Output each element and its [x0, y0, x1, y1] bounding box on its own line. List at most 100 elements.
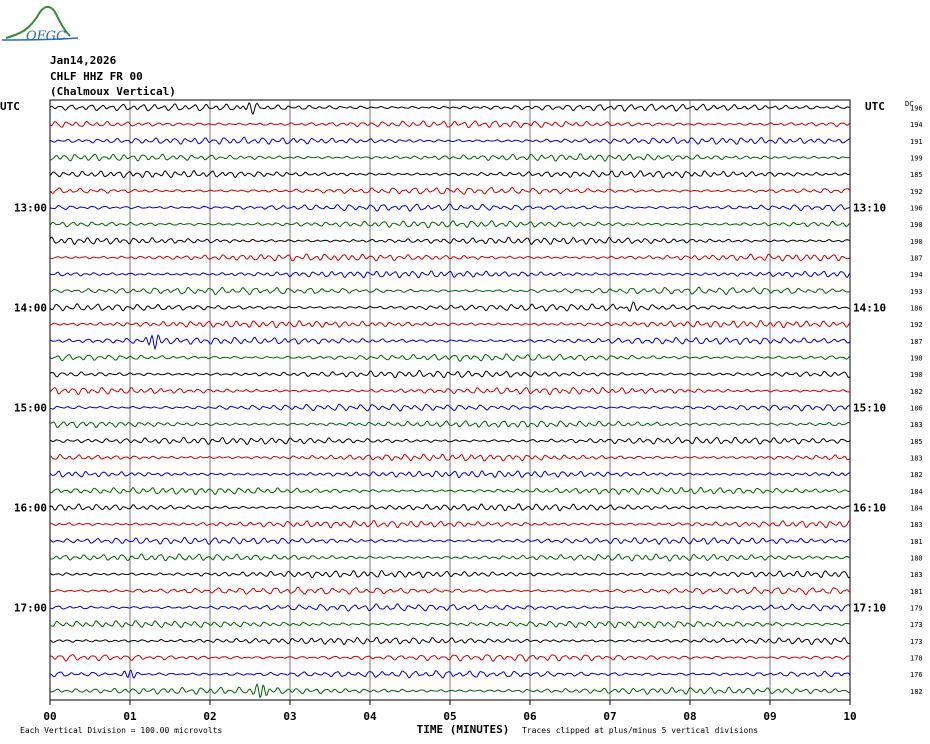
trace-row-20	[49, 436, 851, 446]
dc-value: 183	[910, 571, 923, 579]
dc-value: 184	[910, 488, 923, 496]
trace-row-8	[49, 236, 851, 245]
trace-row-25	[49, 519, 851, 529]
dc-value: 182	[910, 388, 923, 396]
x-tick-label: 04	[363, 710, 377, 723]
trace-row-14	[49, 334, 851, 351]
right-time-label: 14:10	[853, 302, 886, 315]
dc-value: 180	[910, 555, 923, 563]
dc-value: 181	[910, 588, 923, 596]
trace-row-18	[49, 403, 851, 412]
plot-grid	[49, 99, 851, 705]
trace-row-4	[49, 169, 851, 179]
trace-row-30	[49, 603, 851, 612]
dc-value: 190	[910, 238, 923, 246]
footer-clip-note: Traces clipped at plus/minus 5 vertical …	[522, 726, 758, 735]
dc-value: 187	[910, 338, 923, 346]
logo-text: OFGC	[26, 29, 66, 44]
footer-scale-note: Each Vertical Division = 100.00 microvol…	[20, 726, 222, 735]
left-time-label: 15:00	[14, 402, 47, 415]
trace-row-15	[49, 353, 851, 362]
dc-value: 182	[910, 688, 923, 696]
trace-row-11	[49, 286, 851, 296]
dc-value: 194	[910, 271, 923, 279]
trace-row-2	[49, 136, 851, 145]
dc-header: DC	[905, 100, 913, 108]
x-tick-label: 08	[683, 710, 696, 723]
trace-row-3	[49, 153, 851, 162]
dc-value: 185	[910, 438, 923, 446]
trace-row-24	[49, 503, 851, 512]
dc-value: 176	[910, 671, 923, 679]
dc-value: 185	[910, 171, 923, 179]
trace-row-1	[49, 120, 851, 129]
dc-value: 183	[910, 455, 923, 463]
trace-row-33	[49, 654, 851, 662]
ofgc-logo: OFGC	[1, 6, 79, 44]
dc-value: 179	[910, 605, 923, 613]
left-utc-label: UTC	[0, 100, 20, 113]
trace-row-6	[49, 203, 851, 212]
right-time-label: 13:10	[853, 202, 886, 215]
trace-row-28	[49, 570, 851, 579]
trace-row-16	[49, 370, 851, 379]
trace-row-31	[49, 620, 851, 629]
traces	[49, 101, 851, 699]
x-tick-label: 09	[763, 710, 776, 723]
dc-value: 193	[910, 288, 923, 296]
date-label: Jan14,2026	[50, 54, 117, 67]
right-time-label: 16:10	[853, 502, 886, 515]
left-time-label: 14:00	[14, 302, 47, 315]
dc-value: 196	[910, 105, 923, 113]
x-tick-label: 02	[203, 710, 216, 723]
dc-value: 186	[910, 305, 923, 313]
trace-row-22	[49, 470, 851, 479]
dc-value: 173	[910, 621, 923, 629]
trace-row-9	[49, 253, 851, 262]
dc-value: 173	[910, 638, 923, 646]
location-label: (Chalmoux Vertical)	[50, 85, 176, 98]
trace-row-12	[49, 301, 851, 312]
trace-row-13	[49, 320, 851, 329]
dc-value: 184	[910, 505, 923, 513]
dc-value: 178	[910, 655, 923, 663]
x-tick-label: 05	[443, 710, 456, 723]
x-tick-label: 03	[283, 710, 296, 723]
left-time-label: 13:00	[14, 202, 47, 215]
dc-value: 183	[910, 521, 923, 529]
left-time-label: 16:00	[14, 502, 47, 515]
trace-row-21	[49, 453, 851, 462]
trace-row-7	[49, 220, 851, 229]
trace-row-34	[49, 669, 851, 679]
dc-value: 192	[910, 188, 923, 196]
dc-value: 183	[910, 421, 923, 429]
dc-value: 190	[910, 371, 923, 379]
trace-row-27	[49, 553, 851, 562]
trace-row-19	[49, 420, 851, 429]
dc-value: 190	[910, 355, 923, 363]
trace-row-23	[49, 486, 851, 496]
x-tick-label: 06	[523, 710, 537, 723]
trace-row-32	[49, 636, 851, 646]
trace-row-17	[49, 386, 851, 396]
dc-value: 199	[910, 155, 923, 163]
right-time-label: 15:10	[853, 402, 886, 415]
left-time-label: 17:00	[14, 602, 47, 615]
x-tick-label: 01	[123, 710, 137, 723]
dc-value: 181	[910, 538, 923, 546]
dc-value: 192	[910, 321, 923, 329]
dc-value: 186	[910, 405, 923, 413]
dc-value: 187	[910, 255, 923, 263]
trace-row-26	[49, 536, 851, 546]
x-axis-label: TIME (MINUTES)	[417, 723, 510, 736]
dc-value: 182	[910, 471, 923, 479]
right-utc-label: UTC	[865, 100, 885, 113]
station-label: CHLF HHZ FR 00	[50, 70, 143, 83]
trace-row-0	[49, 101, 851, 115]
axis-labels: 00 01 02 03 04 05 06 07 08 09 10 196 194 191 199 185 192…	[0, 100, 923, 736]
dc-value: 196	[910, 205, 923, 213]
dc-value: 191	[910, 138, 923, 146]
x-tick-label: 10	[843, 710, 856, 723]
x-tick-label: 07	[603, 710, 616, 723]
